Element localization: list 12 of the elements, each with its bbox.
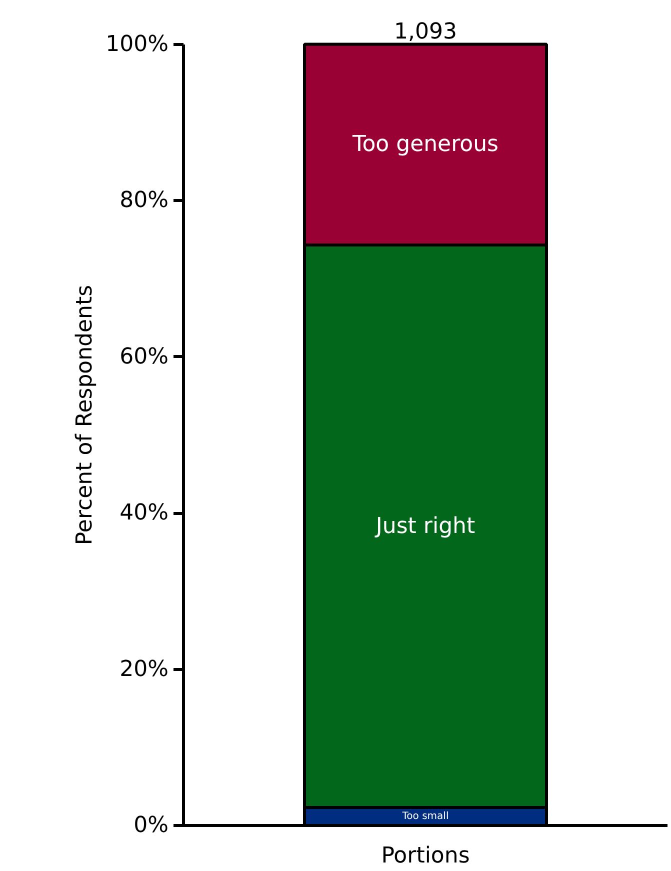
- y-tick-label: 80%: [120, 188, 169, 214]
- x-tick-label: Portions: [381, 844, 470, 868]
- series-label: Too small: [401, 811, 449, 822]
- y-tick-label: 60%: [120, 344, 169, 370]
- annotation: 1,093: [394, 19, 457, 44]
- y-tick-label: 40%: [120, 500, 169, 526]
- y-tick-label: 100%: [106, 32, 169, 57]
- y-tick-label: 0%: [134, 813, 169, 838]
- y-axis-title: Percent of Respondents: [72, 284, 98, 546]
- series-label: Too generous: [351, 132, 499, 158]
- series-label: Just right: [374, 514, 476, 539]
- y-tick-label: 20%: [120, 656, 169, 682]
